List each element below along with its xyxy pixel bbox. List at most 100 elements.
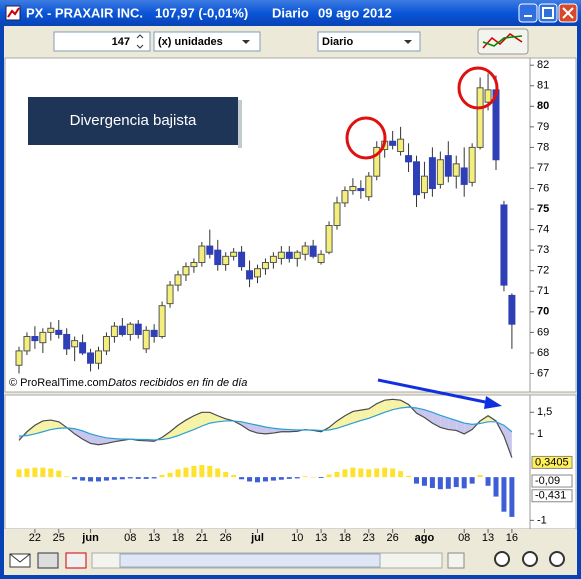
- units-spinner[interactable]: [53, 31, 151, 52]
- histogram-bar: [382, 467, 388, 478]
- scroll-end-button[interactable]: [447, 552, 465, 569]
- scissors-button[interactable]: [65, 552, 87, 569]
- histogram-bar: [32, 467, 38, 478]
- histogram-bar: [461, 477, 467, 489]
- histogram-bar: [96, 477, 101, 482]
- divergence-fill: [265, 426, 274, 434]
- candle-body: [476, 87, 484, 148]
- arrow-head: [484, 396, 502, 409]
- divergence-fill: [98, 436, 107, 445]
- indicator-line: [18, 406, 513, 441]
- y-tick-label: 68: [537, 347, 549, 359]
- y-tick-label: 72: [537, 265, 549, 277]
- y-tick-label: 1: [537, 428, 543, 440]
- x-axis-area: [5, 529, 576, 547]
- x-tick-label: 16: [506, 532, 518, 544]
- y-tick-label: 74: [537, 224, 549, 236]
- histogram-bar: [167, 472, 173, 478]
- histogram-bar: [231, 474, 237, 478]
- histogram-bar: [223, 471, 229, 478]
- print-button[interactable]: [37, 552, 59, 569]
- candle-body: [142, 329, 150, 350]
- histogram-bar: [207, 465, 213, 478]
- histogram-bar: [64, 476, 70, 478]
- divergence-fill: [178, 420, 186, 436]
- divergence-fill: [456, 420, 465, 434]
- divergence-fill: [90, 433, 99, 445]
- candle-body: [166, 284, 174, 305]
- candle-body: [198, 245, 206, 264]
- candle-body: [126, 323, 134, 335]
- annotation-box: [28, 97, 238, 145]
- histogram-bar: [159, 474, 165, 478]
- scroll-thumb[interactable]: [119, 553, 381, 568]
- histogram-bar: [286, 477, 292, 479]
- candle-body: [79, 342, 87, 354]
- y-tick-label: 82: [537, 59, 549, 71]
- divergence-fill: [368, 403, 377, 419]
- histogram-bar: [80, 477, 86, 481]
- candle-body: [452, 163, 460, 177]
- indicators-icon: [482, 35, 523, 47]
- value-readout-box: [531, 489, 573, 503]
- candle-body: [277, 251, 285, 259]
- candle-body: [413, 161, 420, 196]
- histogram-bar: [119, 477, 125, 480]
- zoom-reset-button[interactable]: [494, 551, 510, 567]
- candle-body: [341, 190, 349, 204]
- candle-body: [47, 327, 55, 333]
- candle-body: [500, 204, 508, 286]
- y-tick-label: 73: [537, 244, 549, 256]
- histogram-bar: [302, 476, 308, 478]
- mail-button[interactable]: [9, 553, 31, 568]
- y-tick-label: 76: [537, 182, 549, 194]
- highlight-circle: [457, 66, 499, 110]
- histogram-bar: [390, 468, 396, 478]
- histogram-bar: [191, 465, 197, 478]
- candle-body: [63, 333, 71, 350]
- candle-body: [317, 253, 325, 264]
- timeframe-dropdown[interactable]: [317, 31, 421, 52]
- divergence-fill: [82, 430, 91, 444]
- histogram-bar: [469, 477, 475, 484]
- histogram-bar: [294, 477, 300, 479]
- zoom-in-button[interactable]: [549, 551, 565, 567]
- title-bar: [0, 0, 581, 26]
- candle-body: [190, 262, 198, 268]
- divergence-fill: [416, 407, 425, 418]
- histogram-bar: [350, 467, 356, 478]
- minimize-button[interactable]: [518, 3, 538, 23]
- y-tick-label: 1,5: [537, 406, 552, 418]
- window-quote: 107,97 (-0,01%): [155, 5, 248, 20]
- histogram-bar: [127, 477, 133, 479]
- candle-body: [293, 251, 301, 259]
- histogram-bar: [501, 477, 507, 512]
- candle-body: [365, 175, 373, 198]
- x-tick-label: 08: [124, 532, 136, 544]
- value-readout: -0,431: [535, 490, 566, 502]
- divergence-fill: [376, 400, 385, 416]
- histogram-bar: [493, 477, 499, 497]
- maximize-button[interactable]: [538, 3, 558, 23]
- histogram-bar: [358, 468, 364, 478]
- candle-body: [269, 255, 277, 264]
- candle-body: [460, 167, 468, 185]
- candle-body: [206, 245, 214, 255]
- candle-body: [420, 175, 428, 194]
- candle-body: [468, 146, 476, 183]
- value-readout: -0,09: [535, 475, 560, 487]
- units-dropdown[interactable]: [153, 31, 261, 52]
- divergence-fill: [74, 428, 83, 440]
- histogram-bar: [135, 477, 141, 479]
- x-tick-label: 18: [339, 532, 351, 544]
- divergence-fill: [424, 409, 433, 424]
- indicator-panel: [4, 394, 577, 530]
- maximize-glyph: [542, 7, 554, 19]
- x-tick-label: 22: [29, 532, 41, 544]
- y-tick-label: 80: [537, 100, 549, 112]
- candle-body: [110, 325, 118, 338]
- zoom-out-button[interactable]: [522, 551, 538, 567]
- divergence-fill: [392, 399, 401, 410]
- candle-body: [349, 185, 357, 192]
- histogram-bar: [24, 468, 30, 478]
